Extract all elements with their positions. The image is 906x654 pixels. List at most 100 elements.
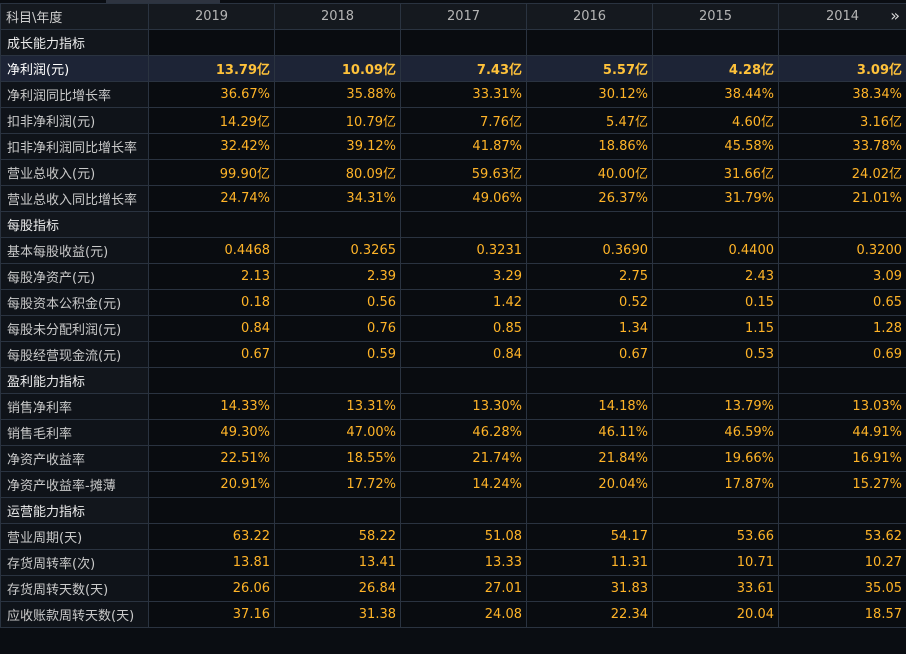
value-cell: 10.79亿: [274, 107, 401, 134]
value-cell: 1.28: [778, 315, 906, 342]
empty-cell: [148, 497, 275, 524]
value-cell: 20.91%: [148, 471, 275, 498]
empty-cell: [652, 29, 779, 56]
value-cell: 0.65: [778, 289, 906, 316]
value-cell: 15.27%: [778, 471, 906, 498]
value-cell: 13.81: [148, 549, 275, 576]
financial-indicators-table: 科目\年度 2019 2018 2017 2016 2015 2014 » 成长…: [0, 3, 906, 628]
year-header[interactable]: 2019: [148, 3, 275, 30]
value-cell: 53.62: [778, 523, 906, 550]
double-chevron-right-icon[interactable]: »: [890, 6, 900, 25]
year-header[interactable]: 2018: [274, 3, 401, 30]
value-cell: 22.51%: [148, 445, 275, 472]
table-row: 每股经营现金流(元) 0.67 0.59 0.84 0.67 0.53 0.69: [0, 341, 906, 368]
value-cell: 4.60亿: [652, 107, 779, 134]
value-cell: 0.76: [274, 315, 401, 342]
table-row: 每股未分配利润(元) 0.84 0.76 0.85 1.34 1.15 1.28: [0, 315, 906, 342]
table-body: 成长能力指标 净利润(元) 13.79亿 10.09亿 7.43亿 5.57亿 4.28亿 3…: [0, 29, 906, 628]
value-cell: 26.84: [274, 575, 401, 602]
value-cell: 0.59: [274, 341, 401, 368]
table-row: 营业总收入(元) 99.90亿 80.09亿 59.63亿 40.00亿 31.66亿 24…: [0, 159, 906, 186]
value-cell: 21.74%: [400, 445, 527, 472]
value-cell: 31.66亿: [652, 159, 779, 186]
value-cell: 24.08: [400, 601, 527, 628]
row-label[interactable]: 每股净资产(元): [0, 263, 149, 290]
row-label[interactable]: 净利润(元): [0, 55, 149, 82]
value-cell: 21.84%: [526, 445, 653, 472]
value-cell: 5.47亿: [526, 107, 653, 134]
empty-cell: [778, 29, 906, 56]
value-cell: 13.33: [400, 549, 527, 576]
empty-cell: [652, 211, 779, 238]
empty-cell: [274, 367, 401, 394]
value-cell: 35.88%: [274, 81, 401, 108]
row-label[interactable]: 净利润同比增长率: [0, 81, 149, 108]
value-cell: 38.34%: [778, 81, 906, 108]
row-label[interactable]: 营业总收入(元): [0, 159, 149, 186]
top-strip-tab: [106, 0, 220, 3]
value-cell: 1.34: [526, 315, 653, 342]
table-row: 销售毛利率 49.30% 47.00% 46.28% 46.11% 46.59% 44.91…: [0, 419, 906, 446]
value-cell: 37.16: [148, 601, 275, 628]
row-label[interactable]: 每股未分配利润(元): [0, 315, 149, 342]
value-cell: 40.00亿: [526, 159, 653, 186]
value-cell: 39.12%: [274, 133, 401, 160]
row-label[interactable]: 存货周转率(次): [0, 549, 149, 576]
empty-cell: [778, 497, 906, 524]
value-cell: 5.57亿: [526, 55, 653, 82]
row-label[interactable]: 销售毛利率: [0, 419, 149, 446]
row-label[interactable]: 净资产收益率: [0, 445, 149, 472]
section-title: 每股指标: [0, 211, 149, 238]
value-cell: 54.17: [526, 523, 653, 550]
row-label[interactable]: 销售净利率: [0, 393, 149, 420]
row-label[interactable]: 基本每股收益(元): [0, 237, 149, 264]
value-cell: 1.42: [400, 289, 527, 316]
value-cell: 33.78%: [778, 133, 906, 160]
empty-cell: [148, 367, 275, 394]
table-row: 营业总收入同比增长率 24.74% 34.31% 49.06% 26.37% 31.79%…: [0, 185, 906, 212]
value-cell: 7.76亿: [400, 107, 527, 134]
row-label[interactable]: 营业总收入同比增长率: [0, 185, 149, 212]
empty-cell: [652, 367, 779, 394]
value-cell: 26.37%: [526, 185, 653, 212]
value-cell: 14.29亿: [148, 107, 275, 134]
value-cell: 0.53: [652, 341, 779, 368]
section-row: 运营能力指标: [0, 497, 906, 524]
table-row: 扣非净利润同比增长率 32.42% 39.12% 41.87% 18.86% 45.58%…: [0, 133, 906, 160]
section-title: 盈利能力指标: [0, 367, 149, 394]
year-header[interactable]: 2016: [526, 3, 653, 30]
value-cell: 10.71: [652, 549, 779, 576]
value-cell: 26.06: [148, 575, 275, 602]
year-header[interactable]: 2015: [652, 3, 779, 30]
value-cell: 31.38: [274, 601, 401, 628]
row-label[interactable]: 扣非净利润同比增长率: [0, 133, 149, 160]
value-cell: 0.52: [526, 289, 653, 316]
row-label[interactable]: 存货周转天数(天): [0, 575, 149, 602]
value-cell: 3.29: [400, 263, 527, 290]
section-title: 成长能力指标: [0, 29, 149, 56]
empty-cell: [274, 497, 401, 524]
value-cell: 16.91%: [778, 445, 906, 472]
value-cell: 2.13: [148, 263, 275, 290]
empty-cell: [526, 211, 653, 238]
row-label[interactable]: 营业周期(天): [0, 523, 149, 550]
value-cell: 17.72%: [274, 471, 401, 498]
value-cell: 0.69: [778, 341, 906, 368]
row-label[interactable]: 每股经营现金流(元): [0, 341, 149, 368]
value-cell: 20.04%: [526, 471, 653, 498]
table-row: 净资产收益率 22.51% 18.55% 21.74% 21.84% 19.66% 16.9…: [0, 445, 906, 472]
row-label[interactable]: 应收账款周转天数(天): [0, 601, 149, 628]
row-label[interactable]: 每股资本公积金(元): [0, 289, 149, 316]
empty-cell: [274, 211, 401, 238]
value-cell: 51.08: [400, 523, 527, 550]
empty-cell: [526, 29, 653, 56]
value-cell: 2.75: [526, 263, 653, 290]
value-cell: 27.01: [400, 575, 527, 602]
value-cell: 0.67: [148, 341, 275, 368]
row-label[interactable]: 净资产收益率-摊薄: [0, 471, 149, 498]
row-label[interactable]: 扣非净利润(元): [0, 107, 149, 134]
section-row: 每股指标: [0, 211, 906, 238]
year-header[interactable]: 2017: [400, 3, 527, 30]
year-header-label[interactable]: 2014: [825, 9, 860, 24]
